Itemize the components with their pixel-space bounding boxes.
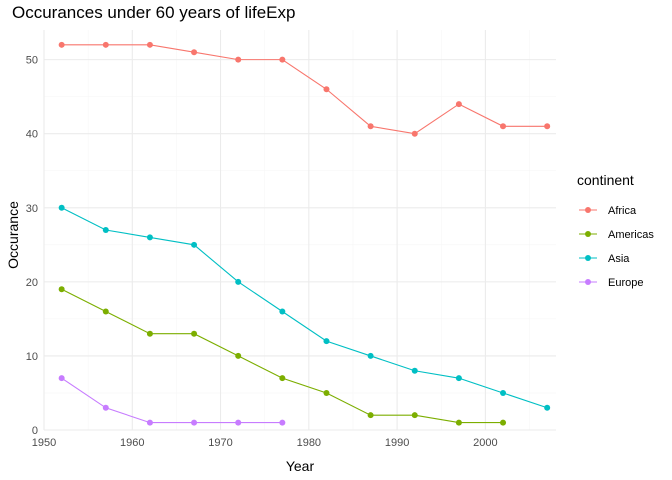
x-tick-label: 1950: [32, 437, 56, 449]
data-point-americas: [146, 330, 153, 337]
x-tick-label: 1980: [297, 437, 321, 449]
y-tick-label: 0: [32, 425, 38, 437]
data-point-europe: [146, 419, 153, 426]
data-point-asia: [146, 234, 153, 241]
data-point-africa: [191, 49, 198, 56]
data-point-europe: [102, 404, 109, 411]
data-point-asia: [500, 389, 507, 396]
y-tick-label: 30: [26, 203, 38, 215]
legend-label-europe: Europe: [608, 277, 643, 289]
legend-key-point-europe: [585, 279, 591, 285]
series-line-asia: [61, 207, 548, 409]
legend: continent Africa Americas Asia Europe: [577, 172, 654, 289]
data-point-americas: [455, 419, 462, 426]
data-point-americas: [500, 419, 507, 426]
series-line-africa: [61, 44, 548, 135]
x-tick-label: 1960: [120, 437, 144, 449]
data-point-americas: [411, 412, 418, 419]
data-point-asia: [544, 404, 551, 411]
data-point-asia: [411, 367, 418, 374]
x-axis-title: Year: [286, 458, 315, 474]
data-point-africa: [146, 41, 153, 48]
y-tick-label: 40: [26, 129, 38, 141]
data-point-asia: [455, 375, 462, 382]
y-tick-label: 10: [26, 351, 38, 363]
data-point-africa: [102, 41, 109, 48]
data-point-africa: [411, 130, 418, 137]
data-point-europe: [279, 419, 286, 426]
data-point-asia: [58, 204, 65, 211]
x-tick-label: 1970: [208, 437, 232, 449]
data-point-americas: [102, 308, 109, 315]
data-point-africa: [235, 56, 242, 63]
legend-key-point-africa: [585, 207, 591, 213]
data-point-asia: [323, 338, 330, 345]
data-point-asia: [279, 308, 286, 315]
x-tick-label: 2000: [473, 437, 497, 449]
data-point-asia: [191, 241, 198, 248]
legend-title: continent: [577, 172, 634, 188]
y-tick-label: 20: [26, 277, 38, 289]
data-point-americas: [191, 330, 198, 337]
chart-title: Occurances under 60 years of lifeExp: [12, 3, 295, 22]
grid: [43, 30, 556, 431]
data-point-africa: [58, 41, 65, 48]
x-tick-label: 1990: [385, 437, 409, 449]
legend-key-point-americas: [585, 231, 591, 237]
legend-label-asia: Asia: [608, 253, 630, 265]
data-point-asia: [235, 278, 242, 285]
data-point-africa: [279, 56, 286, 63]
series-line-europe: [61, 377, 283, 424]
data-point-africa: [323, 86, 330, 93]
legend-label-americas: Americas: [608, 229, 654, 241]
legend-label-africa: Africa: [608, 205, 637, 217]
y-axis-title: Occurance: [5, 201, 21, 269]
data-point-americas: [323, 389, 330, 396]
data-point-asia: [102, 227, 109, 233]
data-point-europe: [191, 419, 198, 426]
data-point-africa: [455, 101, 462, 108]
data-point-americas: [235, 352, 242, 359]
data-point-europe: [58, 375, 65, 382]
legend-key-point-asia: [585, 255, 591, 261]
data-point-americas: [58, 286, 65, 293]
y-tick-label: 50: [26, 55, 38, 67]
data-point-africa: [367, 123, 374, 130]
data-point-americas: [279, 375, 286, 382]
data-point-asia: [367, 352, 374, 359]
data-point-europe: [235, 419, 242, 426]
data-point-africa: [544, 123, 551, 130]
data-point-africa: [500, 123, 507, 130]
series-layer: [58, 41, 551, 426]
data-point-americas: [367, 412, 374, 419]
axis-ticks: 1950 1960 1970 1980 1990 2000 0 10 20 30 40 50: [26, 55, 498, 449]
